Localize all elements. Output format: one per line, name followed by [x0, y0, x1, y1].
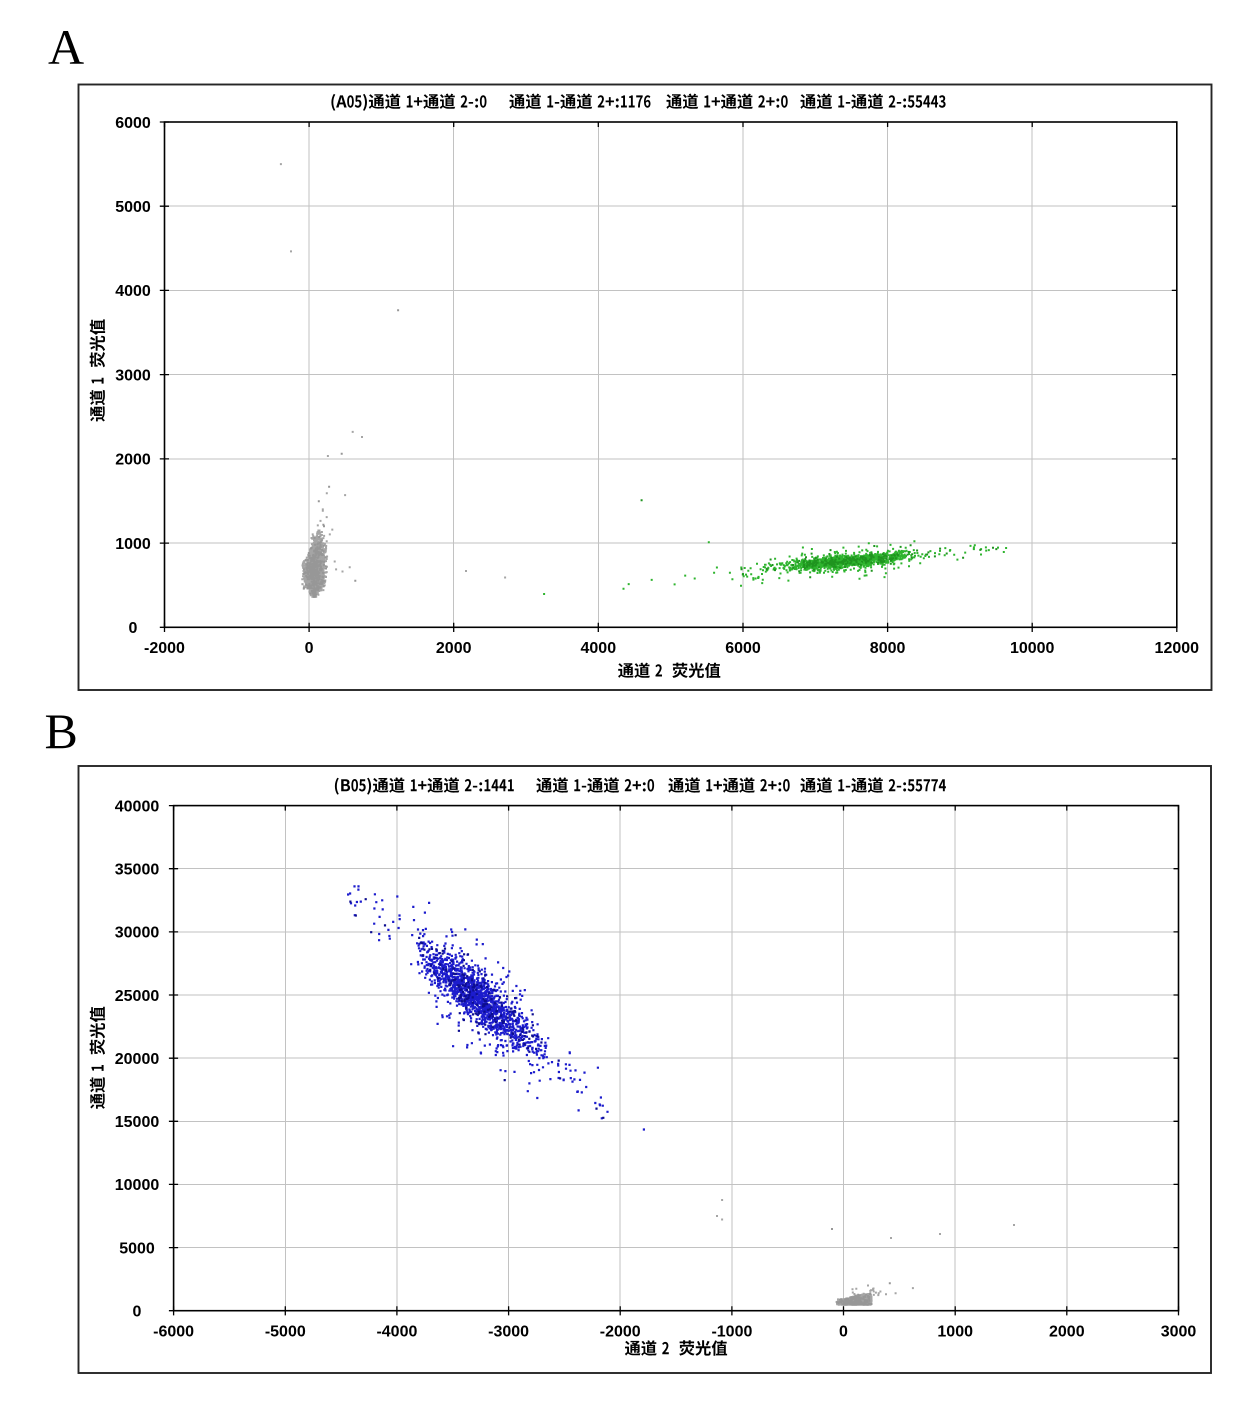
svg-text:6000: 6000	[115, 115, 151, 132]
svg-text:1000: 1000	[937, 1323, 973, 1340]
svg-text:3000: 3000	[1161, 1323, 1197, 1340]
svg-text:10000: 10000	[1010, 640, 1055, 657]
svg-text:8000: 8000	[870, 640, 906, 657]
svg-text:-1000: -1000	[711, 1323, 752, 1340]
svg-text:0: 0	[133, 1304, 142, 1321]
svg-text:A: A	[48, 19, 84, 75]
svg-text:B: B	[45, 703, 78, 759]
svg-text:40000: 40000	[115, 798, 160, 815]
svg-text:2000: 2000	[115, 452, 151, 469]
svg-text:-3000: -3000	[488, 1323, 529, 1340]
svg-text:4000: 4000	[581, 640, 617, 657]
svg-text:-2000: -2000	[144, 640, 185, 657]
svg-text:0: 0	[305, 640, 314, 657]
svg-text:4000: 4000	[115, 283, 151, 300]
svg-text:5000: 5000	[119, 1240, 155, 1257]
svg-text:2000: 2000	[436, 640, 472, 657]
svg-text:20000: 20000	[115, 1051, 160, 1068]
svg-text:3000: 3000	[115, 367, 151, 384]
svg-text:10000: 10000	[115, 1177, 160, 1194]
svg-text:-6000: -6000	[153, 1323, 194, 1340]
svg-text:5000: 5000	[115, 199, 151, 216]
svg-text:-2000: -2000	[600, 1323, 641, 1340]
svg-text:0: 0	[129, 620, 138, 637]
svg-text:15000: 15000	[115, 1114, 160, 1131]
svg-text:0: 0	[839, 1323, 848, 1340]
svg-text:-4000: -4000	[376, 1323, 417, 1340]
svg-text:12000: 12000	[1155, 640, 1200, 657]
svg-text:1000: 1000	[115, 536, 151, 553]
svg-text:30000: 30000	[115, 925, 160, 942]
svg-text:6000: 6000	[725, 640, 761, 657]
svg-text:25000: 25000	[115, 988, 160, 1005]
svg-text:2000: 2000	[1049, 1323, 1085, 1340]
svg-text:-5000: -5000	[265, 1323, 306, 1340]
svg-text:35000: 35000	[115, 862, 160, 879]
